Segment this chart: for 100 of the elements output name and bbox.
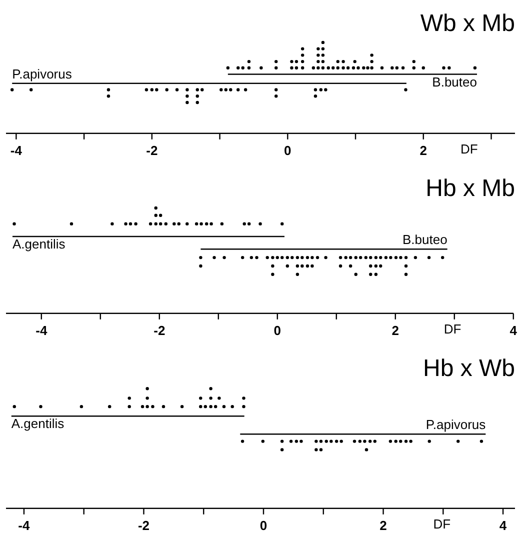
- point: [388, 440, 392, 443]
- point: [236, 66, 240, 70]
- point: [300, 60, 304, 64]
- x-tick-label: 0: [284, 142, 292, 158]
- point: [314, 440, 318, 443]
- point: [414, 256, 418, 260]
- point: [296, 264, 300, 268]
- point: [373, 440, 376, 443]
- point: [214, 404, 218, 408]
- point: [354, 272, 358, 276]
- point: [196, 100, 199, 104]
- point: [348, 264, 352, 268]
- point: [380, 66, 384, 70]
- point: [332, 66, 335, 70]
- point: [316, 60, 320, 64]
- point: [354, 256, 358, 260]
- x-axis-title: DF: [460, 141, 478, 156]
- x-tick-label: -4: [18, 518, 31, 533]
- point: [175, 88, 179, 92]
- point: [124, 222, 128, 226]
- x-tick-label: 2: [420, 142, 427, 158]
- point: [274, 94, 278, 98]
- point: [321, 60, 325, 64]
- point: [196, 94, 199, 98]
- point: [236, 88, 240, 92]
- point: [412, 66, 416, 70]
- point: [224, 88, 228, 92]
- point: [300, 47, 304, 50]
- point: [353, 60, 356, 64]
- point: [310, 264, 314, 268]
- point: [226, 66, 230, 70]
- point: [374, 272, 378, 276]
- point: [258, 222, 262, 226]
- point: [473, 66, 477, 70]
- point: [319, 448, 323, 452]
- series-label: A.gentilis: [11, 416, 65, 432]
- point: [314, 448, 318, 452]
- point: [370, 66, 374, 70]
- series-label: B.buteo: [402, 232, 448, 248]
- point: [344, 256, 348, 260]
- point: [319, 88, 322, 92]
- point: [108, 404, 112, 408]
- point: [296, 256, 300, 260]
- point: [200, 222, 203, 226]
- point: [370, 60, 374, 64]
- point: [280, 222, 284, 226]
- point: [10, 88, 14, 92]
- x-tick-label: -4: [36, 322, 48, 338]
- point: [200, 88, 204, 92]
- point: [352, 66, 356, 70]
- point: [352, 440, 356, 443]
- point: [218, 396, 221, 400]
- point: [306, 256, 310, 260]
- point: [209, 396, 212, 400]
- point: [180, 404, 184, 408]
- point: [39, 404, 42, 408]
- point: [422, 66, 425, 70]
- series-label: P.apivorus: [426, 417, 486, 432]
- point: [212, 256, 216, 260]
- point: [240, 440, 244, 443]
- point: [480, 440, 484, 443]
- point: [409, 440, 412, 443]
- point: [247, 222, 251, 226]
- point: [144, 88, 148, 92]
- series-label: B.buteo: [432, 74, 477, 90]
- point: [319, 440, 323, 443]
- point: [146, 386, 149, 390]
- point: [290, 66, 294, 70]
- point: [199, 256, 202, 260]
- point: [80, 404, 84, 408]
- point: [186, 100, 189, 104]
- point: [220, 222, 224, 226]
- point: [154, 206, 158, 210]
- point: [399, 440, 402, 443]
- point: [448, 66, 451, 70]
- point: [370, 54, 374, 57]
- point: [340, 440, 343, 443]
- point: [162, 404, 166, 408]
- point: [321, 40, 325, 44]
- point: [404, 88, 408, 92]
- point: [336, 60, 340, 64]
- point: [338, 264, 342, 268]
- point: [229, 88, 232, 92]
- point: [390, 66, 394, 70]
- point: [300, 440, 303, 443]
- point: [369, 256, 372, 260]
- x-tick-label: -2: [154, 322, 166, 338]
- point: [358, 440, 362, 443]
- point: [314, 94, 318, 98]
- point: [271, 256, 274, 260]
- x-tick-label: -4: [10, 142, 23, 158]
- point: [330, 440, 333, 443]
- x-tick-label: 0: [260, 518, 268, 533]
- point: [364, 256, 368, 260]
- point: [204, 222, 208, 226]
- point: [362, 66, 366, 70]
- point: [294, 66, 298, 70]
- point: [286, 256, 290, 260]
- point: [128, 404, 131, 408]
- point: [346, 66, 350, 70]
